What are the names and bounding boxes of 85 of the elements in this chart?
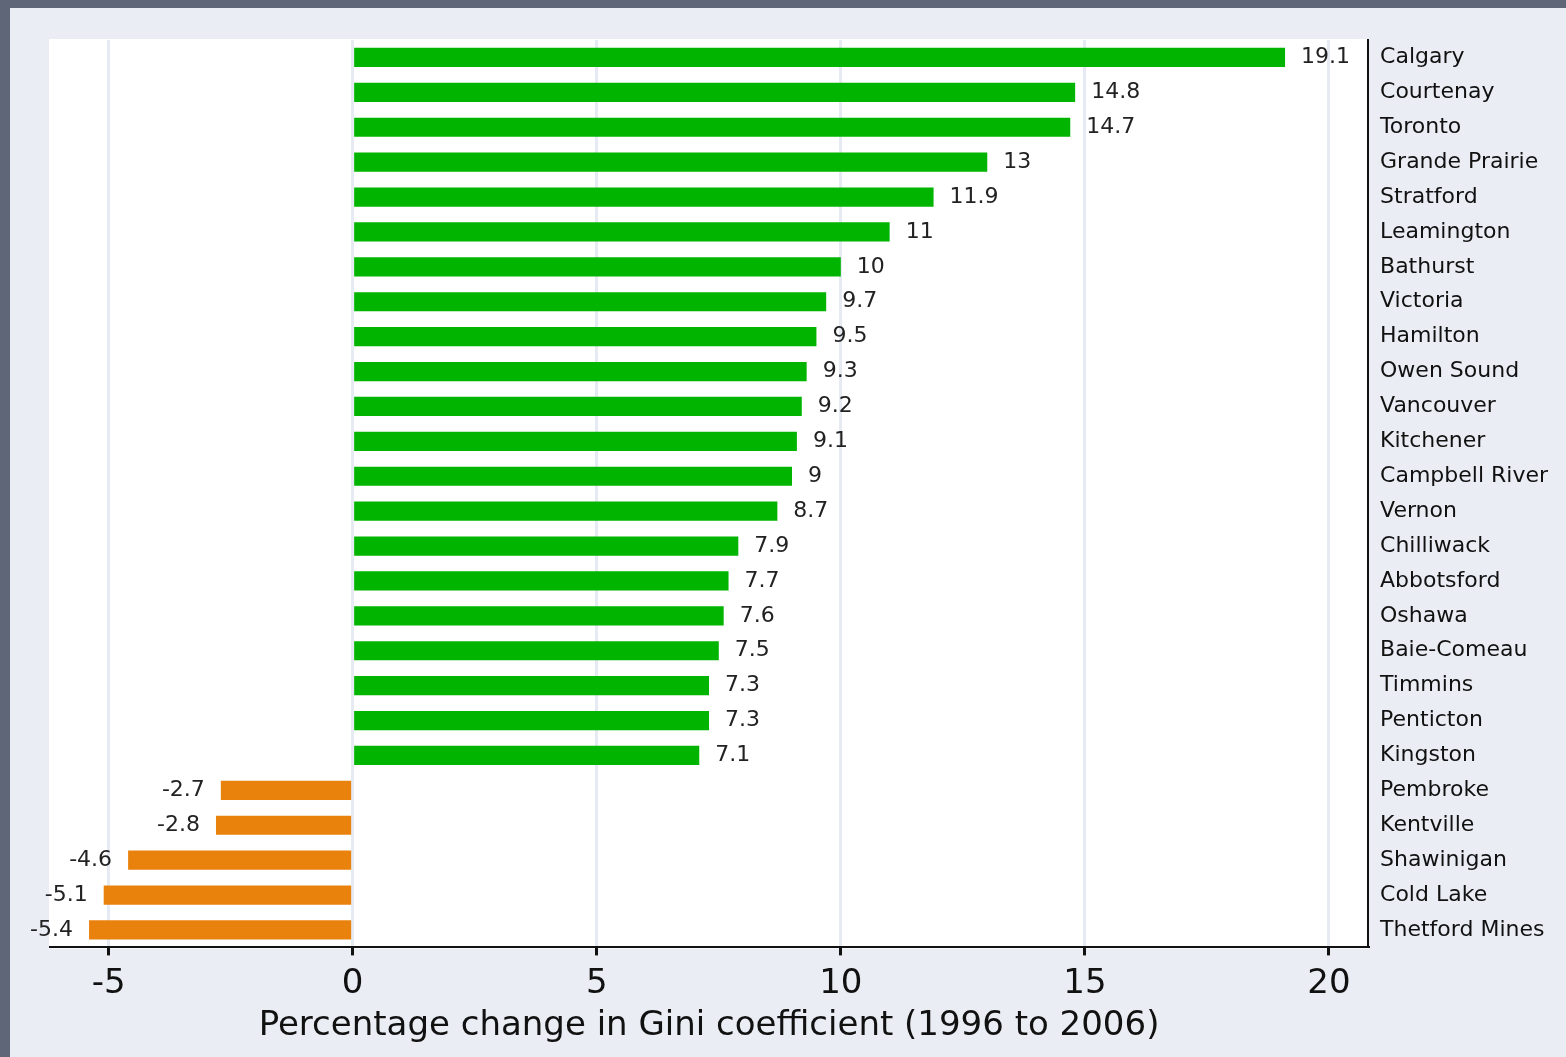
bar	[354, 676, 710, 696]
bar	[354, 187, 934, 207]
bar	[354, 396, 802, 417]
y-tick-label: Hamilton	[1380, 322, 1480, 348]
bar	[215, 815, 352, 835]
bar	[354, 82, 1076, 102]
y-tick-label: Timmins	[1379, 671, 1474, 697]
data-label: -5.1	[44, 880, 88, 906]
bar	[103, 885, 352, 905]
data-label: 9	[808, 461, 823, 487]
data-label: 11.9	[949, 182, 999, 208]
bar	[354, 152, 988, 172]
y-tick-label: Cold Lake	[1380, 880, 1488, 906]
y-tick-label: Courtenay	[1380, 78, 1495, 104]
data-label: 7.3	[725, 671, 761, 697]
y-tick-label: Vancouver	[1380, 392, 1497, 418]
x-axis-title: Percentage change in Gini coefficient (1996 to 2006)	[258, 1003, 1160, 1044]
x-tick-label: 10	[819, 960, 863, 1001]
data-label: 9.7	[842, 287, 878, 313]
data-label: 7.7	[744, 566, 780, 592]
data-label: 9.2	[817, 392, 853, 418]
data-label: 9.3	[822, 357, 858, 383]
y-tick-label: Owen Sound	[1380, 357, 1520, 383]
bar	[354, 501, 778, 521]
bar	[128, 850, 352, 870]
data-label: 7.1	[715, 741, 751, 767]
data-label: -2.7	[161, 776, 205, 802]
y-tick-label: Vernon	[1380, 496, 1457, 522]
y-tick-label: Bathurst	[1380, 252, 1475, 278]
y-tick-label: Kentville	[1380, 810, 1475, 836]
data-label: 19.1	[1301, 43, 1351, 69]
y-tick-label: Stratford	[1380, 182, 1478, 208]
bar	[354, 606, 724, 626]
x-tick-label: 15	[1063, 960, 1107, 1001]
bar	[354, 47, 1286, 68]
data-label: 7.3	[725, 706, 761, 732]
bar	[354, 466, 793, 486]
bar	[354, 117, 1071, 137]
y-tick-label: Kitchener	[1380, 427, 1487, 453]
y-tick-label: Victoria	[1380, 287, 1464, 313]
bar	[354, 361, 807, 382]
x-tick-label: 5	[585, 960, 608, 1001]
bar	[220, 780, 352, 800]
data-label: 11	[905, 217, 934, 243]
bar	[354, 710, 710, 731]
y-tick-label: Shawinigan	[1380, 845, 1507, 871]
data-label: 9.5	[832, 322, 868, 348]
y-tick-label: Penticton	[1380, 706, 1483, 732]
x-tick-label: -5	[91, 960, 126, 1001]
bar	[354, 257, 841, 277]
data-label: 14.7	[1086, 112, 1136, 138]
y-tick-label: Oshawa	[1380, 601, 1468, 627]
y-tick-label: Toronto	[1379, 112, 1462, 138]
y-tick-label: Leamington	[1380, 217, 1511, 243]
y-tick-label: Pembroke	[1380, 776, 1489, 802]
data-label: -4.6	[69, 845, 113, 871]
y-tick-label: Abbotsford	[1380, 566, 1501, 592]
y-tick-label: Chilliwack	[1380, 531, 1491, 557]
y-tick-label: Grande Prairie	[1380, 147, 1539, 173]
y-tick-label: Thetford Mines	[1379, 915, 1545, 941]
y-tick-label: Calgary	[1380, 43, 1465, 69]
x-tick-label: 0	[341, 960, 364, 1001]
data-label: 10	[856, 252, 885, 278]
bar	[354, 745, 700, 766]
data-label: 13	[1003, 147, 1032, 173]
data-label: 7.9	[754, 531, 790, 557]
y-tick-label: Baie-Comeau	[1380, 636, 1528, 662]
data-label: -5.4	[30, 915, 74, 941]
bar	[354, 292, 827, 312]
bar	[354, 536, 739, 556]
data-label: 8.7	[793, 496, 829, 522]
bar	[354, 571, 729, 591]
data-label: 7.6	[739, 601, 775, 627]
y-tick-label: Campbell River	[1380, 461, 1549, 487]
data-label: 14.8	[1091, 78, 1141, 104]
x-tick-label: 20	[1307, 960, 1351, 1001]
bar	[354, 431, 797, 451]
bar	[89, 920, 352, 940]
bar	[354, 641, 719, 661]
data-label: 7.5	[734, 636, 770, 662]
data-label: -2.8	[157, 810, 200, 836]
data-label: 9.1	[812, 427, 848, 453]
y-tick-label: Kingston	[1380, 741, 1476, 767]
bar	[354, 327, 817, 347]
bar	[354, 222, 890, 242]
